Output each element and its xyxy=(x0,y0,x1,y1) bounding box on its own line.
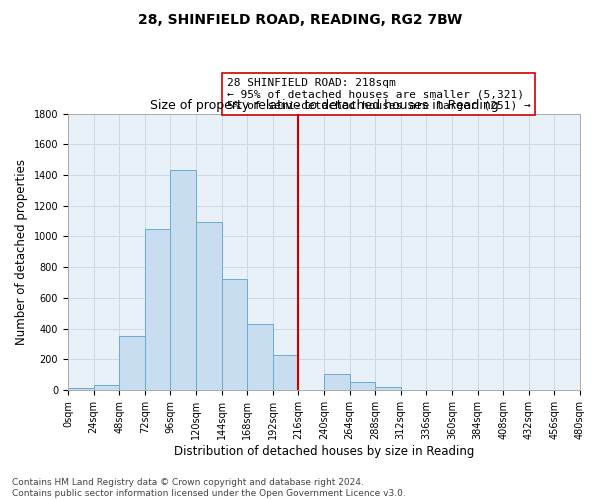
Bar xyxy=(68,388,94,390)
Bar xyxy=(94,385,119,390)
Bar xyxy=(324,374,350,390)
Text: Contains HM Land Registry data © Crown copyright and database right 2024.
Contai: Contains HM Land Registry data © Crown c… xyxy=(12,478,406,498)
Bar xyxy=(221,280,247,390)
Bar xyxy=(350,382,375,390)
Y-axis label: Number of detached properties: Number of detached properties xyxy=(15,159,28,345)
Title: Size of property relative to detached houses in Reading: Size of property relative to detached ho… xyxy=(149,100,499,112)
Bar xyxy=(119,336,145,390)
Bar xyxy=(273,356,298,390)
X-axis label: Distribution of detached houses by size in Reading: Distribution of detached houses by size … xyxy=(174,444,474,458)
Bar xyxy=(145,228,170,390)
Bar xyxy=(247,324,273,390)
Text: 28 SHINFIELD ROAD: 218sqm
← 95% of detached houses are smaller (5,321)
5% of sem: 28 SHINFIELD ROAD: 218sqm ← 95% of detac… xyxy=(227,78,530,111)
Bar xyxy=(196,222,221,390)
Text: 28, SHINFIELD ROAD, READING, RG2 7BW: 28, SHINFIELD ROAD, READING, RG2 7BW xyxy=(138,12,462,26)
Bar xyxy=(375,387,401,390)
Bar xyxy=(170,170,196,390)
